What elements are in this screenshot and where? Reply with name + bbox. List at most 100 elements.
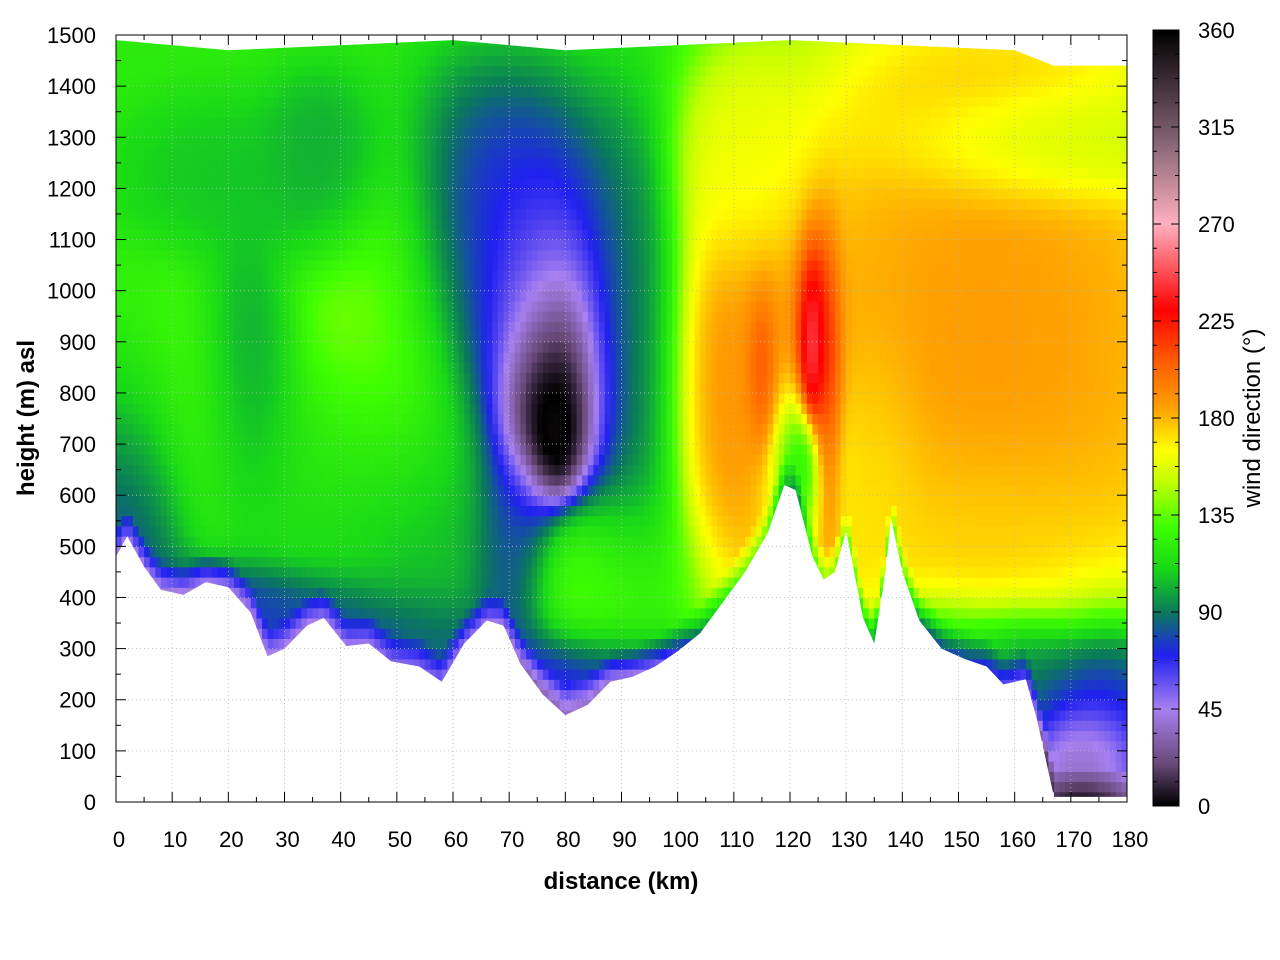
heatmap-cell (217, 208, 224, 220)
heatmap-cell (211, 86, 218, 97)
heatmap-cell (481, 525, 488, 537)
heatmap-cell (273, 433, 280, 445)
heatmap-cell (542, 157, 550, 169)
heatmap-cell (166, 566, 173, 578)
heatmap-cell (402, 178, 409, 189)
heatmap-cell (582, 638, 589, 650)
heatmap-cell (301, 546, 308, 558)
heatmap-cell (346, 597, 353, 609)
heatmap-cell (138, 229, 145, 241)
heatmap-cell (194, 55, 201, 67)
heatmap-cell (273, 137, 280, 149)
heatmap-cell (385, 208, 392, 220)
heatmap-cell (503, 321, 510, 333)
heatmap-cell (576, 249, 583, 261)
heatmap-cell (211, 546, 218, 558)
heatmap-cell (391, 382, 398, 394)
heatmap-cell (408, 198, 415, 210)
heatmap-cell (194, 484, 201, 496)
heatmap-cell (481, 127, 488, 138)
heatmap-cell (250, 127, 258, 138)
heatmap-cell (340, 45, 347, 57)
heatmap-cell (301, 219, 308, 230)
heatmap-cell (284, 597, 291, 609)
heatmap-cell (256, 290, 263, 302)
heatmap-cell (138, 556, 145, 568)
heatmap-cell (239, 270, 246, 282)
heatmap-cell (295, 423, 302, 435)
heatmap-cell (228, 403, 235, 414)
heatmap-cell (391, 208, 398, 220)
heatmap-cell (267, 239, 274, 251)
heatmap-cell (340, 116, 347, 128)
heatmap-cell (379, 116, 387, 128)
heatmap-cell (469, 188, 477, 200)
heatmap-cell (290, 556, 297, 568)
heatmap-cell (413, 116, 420, 128)
heatmap-cell (239, 321, 246, 333)
heatmap-cell (368, 403, 375, 414)
heatmap-cell (554, 669, 561, 680)
heatmap-cell (363, 372, 370, 384)
heatmap-cell (267, 86, 274, 97)
heatmap-cell (329, 96, 336, 108)
heatmap-cell (205, 341, 213, 353)
heatmap-cell (548, 515, 555, 527)
heatmap-cell (565, 597, 572, 609)
heatmap-cell (475, 290, 482, 302)
heatmap-cell (503, 106, 510, 118)
heatmap-cell (284, 239, 291, 251)
heatmap-cell (306, 229, 314, 241)
heatmap-cell (250, 157, 258, 169)
heatmap-cell (340, 75, 347, 87)
heatmap-cell (312, 607, 319, 619)
heatmap-cell (391, 45, 398, 57)
heatmap-cell (290, 75, 297, 87)
heatmap-cell (582, 546, 589, 558)
heatmap-cell (576, 628, 583, 639)
heatmap-cell (127, 290, 134, 302)
heatmap-cell (335, 96, 342, 108)
heatmap-cell (385, 362, 392, 374)
heatmap-cell (172, 392, 179, 404)
heatmap-cell (351, 106, 359, 118)
heatmap-cell (250, 55, 258, 67)
heatmap-cell (127, 137, 134, 149)
heatmap-cell (436, 137, 443, 149)
heatmap-cell (542, 280, 550, 292)
heatmap-cell (228, 259, 235, 271)
heatmap-cell (441, 270, 448, 282)
heatmap-cell (273, 454, 280, 466)
heatmap-cell (250, 413, 258, 425)
heatmap-cell (228, 106, 235, 118)
heatmap-cell (301, 403, 308, 414)
heatmap-cell (531, 433, 538, 445)
heatmap-cell (177, 188, 184, 200)
heatmap-cell (385, 147, 392, 159)
heatmap-cell (520, 372, 527, 384)
heatmap-cell (306, 157, 314, 169)
heatmap-cell (542, 597, 550, 609)
heatmap-cell (301, 178, 308, 189)
heatmap-cell (520, 311, 527, 322)
heatmap-cell (481, 362, 488, 374)
heatmap-cell (138, 137, 145, 149)
heatmap-cell (295, 352, 302, 363)
heatmap-cell (363, 403, 370, 414)
heatmap-cell (379, 617, 387, 629)
heatmap-cell (458, 137, 465, 149)
heatmap-cell (436, 229, 443, 241)
heatmap-cell (492, 433, 499, 445)
heatmap-cell (267, 352, 274, 363)
heatmap-cell (267, 362, 274, 374)
heatmap-cell (222, 556, 229, 568)
heatmap-cell (318, 259, 325, 271)
heatmap-cell (189, 147, 196, 159)
heatmap-cell (144, 403, 151, 414)
heatmap-cell (396, 546, 404, 558)
heatmap-cell (424, 505, 432, 517)
heatmap-cell (217, 188, 224, 200)
heatmap-cell (323, 423, 331, 435)
heatmap-cell (368, 167, 375, 179)
heatmap-cell (301, 106, 308, 118)
